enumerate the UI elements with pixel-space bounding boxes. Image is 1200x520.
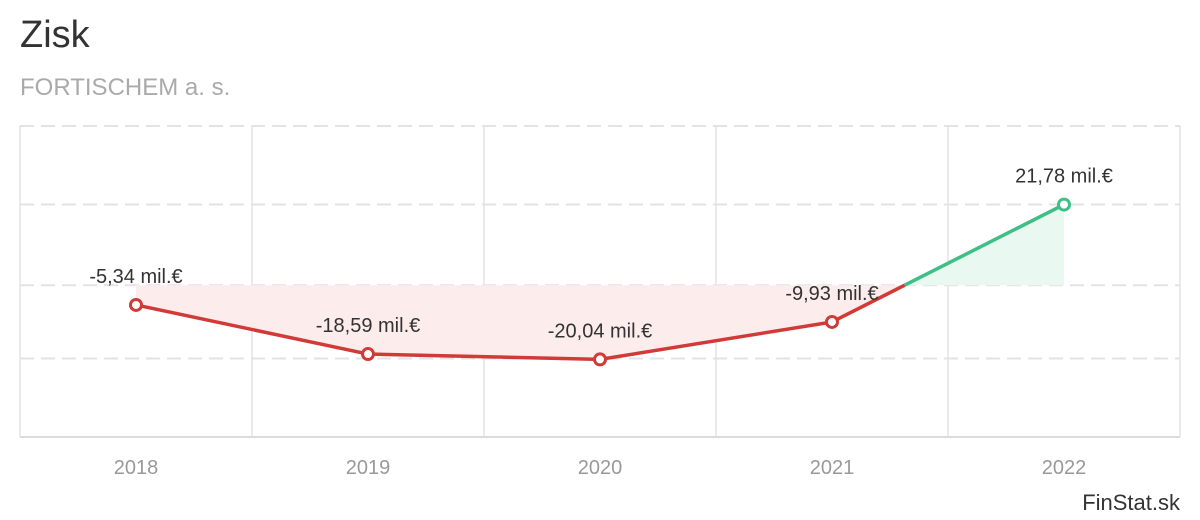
data-label-layer: -5,34 mil.€ -18,59 mil.€ -20,04 mil.€ -9,93… (89, 166, 1113, 343)
data-label-2021: -9,93 mil.€ (785, 283, 878, 305)
data-point-2019 (361, 347, 375, 362)
data-point-2018 (129, 297, 143, 312)
chart-subtitle: FORTISCHEM a. s. (20, 74, 231, 101)
data-label-2019: -18,59 mil.€ (316, 315, 421, 337)
data-label-2020: -20,04 mil.€ (548, 320, 653, 342)
x-tick-2019: 2019 (346, 457, 391, 479)
x-axis-tick-layer: 2018 2019 2020 2021 2022 (114, 457, 1087, 479)
data-point-2020 (593, 352, 607, 367)
data-point-2021 (825, 314, 839, 329)
x-tick-2018: 2018 (114, 457, 159, 479)
data-point-2022 (1057, 197, 1071, 212)
data-label-2022: 21,78 mil.€ (1015, 166, 1113, 188)
data-label-2018: -5,34 mil.€ (89, 266, 182, 288)
finstat-brand-link[interactable]: FinStat.sk (1082, 490, 1180, 515)
x-tick-2021: 2021 (810, 457, 855, 479)
x-tick-2022: 2022 (1042, 457, 1087, 479)
chart-title: Zisk (20, 14, 90, 56)
x-tick-2020: 2020 (578, 457, 623, 479)
data-point-layer (129, 197, 1071, 367)
series-line-positive (903, 203, 1065, 287)
